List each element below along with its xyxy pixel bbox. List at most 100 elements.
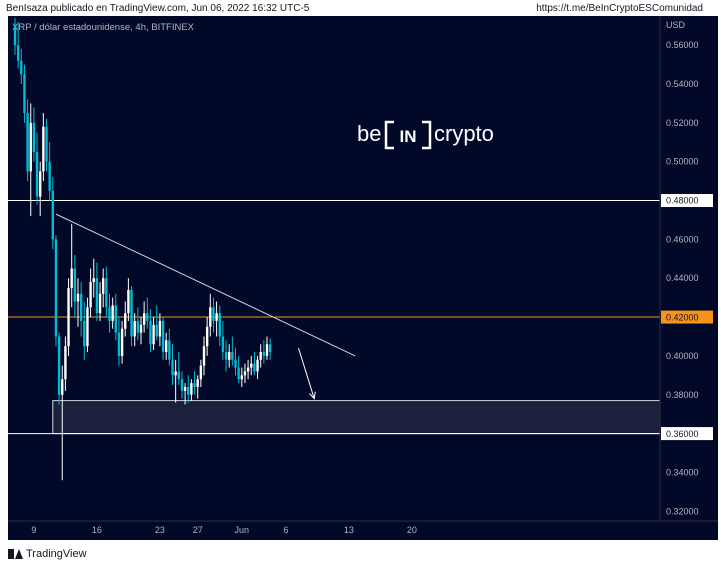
price-tick-label: 0.56000 <box>666 40 699 50</box>
candle <box>205 317 209 356</box>
candle-body <box>174 371 177 376</box>
candle-body <box>48 161 51 191</box>
candle <box>92 258 95 298</box>
candle-body <box>26 113 29 172</box>
candle <box>265 336 269 360</box>
candle-body <box>265 344 269 356</box>
candle-body <box>23 74 26 114</box>
candle <box>190 379 193 401</box>
price-tick-label: 0.50000 <box>666 157 699 167</box>
candle <box>136 307 140 341</box>
candle-body <box>196 379 199 387</box>
candle-body <box>136 320 140 333</box>
candle-body <box>205 326 209 347</box>
candle <box>79 282 83 337</box>
candle <box>61 365 64 481</box>
candle-body <box>250 363 253 368</box>
candle-body <box>161 320 165 353</box>
candle <box>234 348 237 376</box>
candle-body <box>117 332 121 356</box>
candle <box>73 254 77 318</box>
beincrypto-watermark: be IN crypto <box>357 119 494 151</box>
chart-panel[interactable]: XRP / dólar estadounidense, 4h, BITFINEX… <box>8 16 718 540</box>
candle <box>209 293 212 337</box>
candle <box>253 352 256 376</box>
candle <box>243 363 247 384</box>
candle-body <box>177 371 180 380</box>
footer-brand[interactable]: TradingView <box>26 548 87 560</box>
candle <box>174 359 177 403</box>
candle-body <box>89 282 92 308</box>
price-tick-label: 0.38000 <box>666 390 699 400</box>
community-link[interactable]: https://t.me/BeInCryptoESComunidad <box>536 3 703 14</box>
candle <box>76 278 80 327</box>
candle <box>45 118 48 172</box>
candle-body <box>259 352 262 360</box>
candlestick-chart[interactable]: XRP / dólar estadounidense, 4h, BITFINEX… <box>8 16 718 540</box>
candle <box>158 313 162 347</box>
candle-body <box>45 126 48 162</box>
candle-body <box>209 307 212 327</box>
candle-body <box>130 289 133 337</box>
descending-trendline <box>55 213 356 357</box>
candle <box>95 262 99 321</box>
candle-body <box>168 340 171 360</box>
candle <box>250 355 253 376</box>
candle <box>146 297 149 329</box>
candle-body <box>221 336 225 353</box>
candle <box>89 268 92 318</box>
candle-body <box>256 359 259 372</box>
candle <box>228 344 231 368</box>
candle <box>221 320 225 360</box>
candle <box>16 21 20 69</box>
candle-body <box>165 340 168 353</box>
currency-label: USD <box>666 20 686 30</box>
candle <box>155 305 158 341</box>
candle <box>26 99 29 182</box>
candle <box>139 317 143 345</box>
candle <box>114 293 117 341</box>
candle <box>105 266 108 318</box>
time-tick-label: Jun <box>235 525 250 535</box>
time-tick-label: 6 <box>283 525 288 535</box>
price-tag-label: 0.48000 <box>666 196 699 206</box>
candle <box>215 301 218 337</box>
candle-body <box>158 320 162 337</box>
candle-body <box>61 379 64 395</box>
candle-body <box>83 320 86 347</box>
candle <box>259 344 262 368</box>
candle-body <box>16 45 20 61</box>
price-tick-label: 0.44000 <box>666 273 699 283</box>
candle-body <box>218 313 221 337</box>
candle-body <box>13 25 17 46</box>
candle <box>117 317 121 366</box>
candle-body <box>155 324 158 337</box>
candle-body <box>243 371 247 376</box>
candle <box>199 359 203 387</box>
candle-body <box>268 344 272 353</box>
time-tick-label: 20 <box>407 525 417 535</box>
price-tick-label: 0.32000 <box>666 506 699 516</box>
candle-body <box>193 383 196 387</box>
candle-body <box>224 352 228 360</box>
candle <box>224 340 228 372</box>
candle <box>202 336 206 376</box>
candle <box>183 383 187 405</box>
candle-body <box>234 359 237 368</box>
candle-body <box>92 278 95 283</box>
price-tag-label: 0.42000 <box>666 312 699 322</box>
candle-body <box>42 126 45 172</box>
candle-body <box>246 367 250 372</box>
candle <box>171 344 174 386</box>
candle <box>268 338 272 360</box>
candle <box>165 332 168 360</box>
price-tag-label: 0.36000 <box>666 429 699 439</box>
candle-body <box>187 386 190 395</box>
watermark-crypto: crypto <box>434 121 494 146</box>
candle <box>42 113 45 182</box>
candle-body <box>231 352 234 360</box>
candle <box>48 142 51 201</box>
candle-body <box>35 151 39 197</box>
time-tick-label: 16 <box>92 525 102 535</box>
candle-body <box>215 313 218 321</box>
